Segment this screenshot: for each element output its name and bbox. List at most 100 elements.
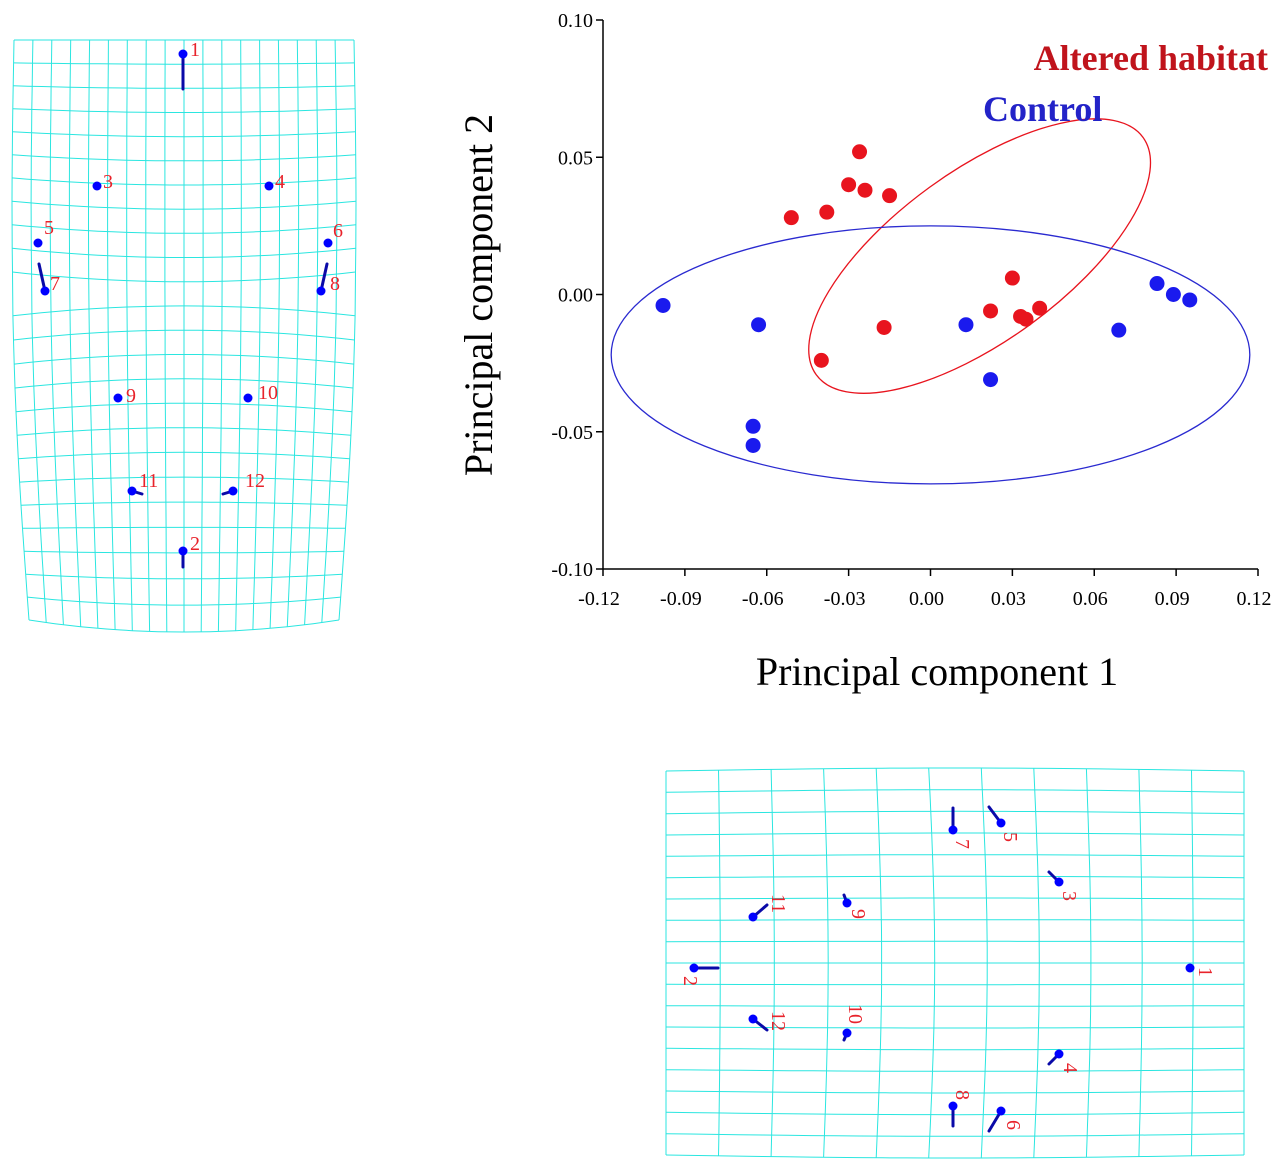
landmark-point: [127, 486, 137, 496]
grid-line-horizontal: [665, 810, 1245, 815]
x-tick-label: 0.12: [1237, 588, 1272, 610]
landmark-label: 5: [44, 217, 54, 239]
landmark-point: [1054, 1049, 1064, 1059]
ellipse-altered-habitat: [808, 118, 1152, 394]
grid-line-vertical: [321, 39, 338, 623]
grid-line-horizontal: [12, 154, 356, 162]
y-axis-title: Principal component 2: [456, 114, 501, 476]
landmark-point: [40, 286, 50, 296]
x-axis-ticks: -0.12 -0.09 -0.06 -0.03 0.00 0.03 0.06 0.09 0.12: [578, 569, 1272, 610]
grid-line-horizontal: [18, 451, 350, 460]
grid-line-horizontal: [12, 108, 356, 113]
grid-line-horizontal: [665, 897, 1245, 900]
grid-line-horizontal: [12, 131, 356, 138]
x-tick-label: 0.03: [991, 588, 1026, 610]
landmark-point: [996, 818, 1006, 828]
grid-line-horizontal: [28, 619, 340, 633]
landmark-vector: [37, 262, 47, 293]
y-tick-label: -0.10: [551, 559, 593, 581]
landmark-label: 2: [679, 976, 701, 986]
landmark-point: [842, 898, 852, 908]
grid-line-horizontal: [665, 854, 1245, 857]
grid-line-vertical: [49, 39, 64, 625]
grid-line-vertical: [88, 39, 99, 629]
point-altered-habitat: [857, 182, 873, 198]
landmark-label: 11: [767, 894, 789, 913]
point-control: [745, 437, 761, 453]
landmark-label: 8: [330, 273, 340, 295]
grid-line-vertical: [11, 39, 30, 621]
x-tick-label: 0.00: [909, 588, 944, 610]
grid-line-horizontal: [22, 526, 346, 529]
grid-line-horizontal: [12, 271, 356, 283]
grid-line-horizontal: [27, 596, 341, 606]
grid-line-horizontal: [665, 1047, 1245, 1051]
point-control: [745, 418, 761, 434]
grid-line-horizontal: [665, 789, 1245, 793]
grid-line-horizontal: [665, 875, 1245, 879]
grid-line-horizontal: [665, 1154, 1245, 1159]
confidence-ellipses: [610, 118, 1251, 485]
landmark-point: [689, 963, 699, 973]
landmark-point: [748, 1014, 758, 1024]
landmark-label: 7: [951, 839, 973, 849]
point-control: [1165, 287, 1181, 302]
grid-line-vertical: [217, 39, 223, 632]
point-control: [1111, 322, 1127, 338]
landmark-point: [1185, 963, 1195, 973]
grid-line-horizontal: [12, 177, 356, 186]
landmark-point: [243, 393, 253, 403]
x-tick-label: -0.12: [578, 588, 620, 610]
grid-line-vertical: [30, 39, 47, 623]
grid-line-vertical: [252, 39, 261, 630]
grid-line-horizontal: [17, 427, 351, 436]
landmark-label: 6: [1002, 1120, 1024, 1130]
grid-line-horizontal: [665, 1111, 1245, 1116]
landmark-point: [316, 286, 326, 296]
landmark-point: [842, 1028, 852, 1038]
ellipse-control: [610, 225, 1251, 485]
landmark-label: 12: [245, 470, 265, 492]
landmark-label: 12: [767, 1011, 789, 1031]
y-tick-label: 0.10: [558, 10, 593, 32]
landmark-point: [178, 546, 188, 556]
y-axis-ticks: 0.10 0.05 0.00 -0.05 -0.10: [551, 10, 603, 581]
point-control: [1182, 292, 1198, 308]
landmark-point: [264, 181, 274, 191]
grid-line-vertical: [304, 39, 319, 625]
landmark-label: 3: [103, 171, 113, 193]
y-tick-label: 0.05: [558, 147, 593, 169]
landmark-point: [748, 912, 758, 922]
grid-line-horizontal: [11, 200, 357, 210]
grid-line-horizontal: [665, 832, 1245, 836]
landmark-label: 11: [139, 470, 158, 492]
grid-line-horizontal: [12, 247, 356, 258]
landmark-point: [178, 49, 188, 59]
x-tick-label: -0.06: [742, 588, 784, 610]
grid-line-horizontal: [20, 501, 348, 506]
landmark-label: 5: [999, 832, 1021, 842]
landmark-label: 9: [847, 909, 869, 919]
deformation-grid-top-left: [11, 39, 357, 633]
grid-line-horizontal: [665, 1005, 1245, 1007]
grid-line-vertical: [107, 39, 116, 630]
landmark-label: 7: [50, 273, 60, 295]
landmark-point: [228, 486, 238, 496]
x-tick-label: -0.09: [660, 588, 702, 610]
landmark-label: 3: [1058, 891, 1080, 901]
landmark-point: [1054, 877, 1064, 887]
point-altered-habitat: [882, 188, 898, 204]
landmark-point: [996, 1106, 1006, 1116]
point-altered-habitat: [983, 303, 999, 319]
grid-line-horizontal: [665, 1090, 1245, 1094]
landmark-label: 2: [190, 533, 200, 555]
landmark-point: [323, 238, 333, 248]
legend-control: Control: [983, 89, 1102, 129]
grid-line-vertical: [269, 39, 280, 629]
landmark-label: 4: [1059, 1063, 1081, 1073]
grid-line-horizontal: [13, 329, 355, 341]
point-altered-habitat: [1018, 311, 1034, 327]
grid-line-vertical: [164, 40, 168, 632]
grid-line-vertical: [68, 39, 82, 627]
grid-line-horizontal: [665, 1026, 1245, 1029]
